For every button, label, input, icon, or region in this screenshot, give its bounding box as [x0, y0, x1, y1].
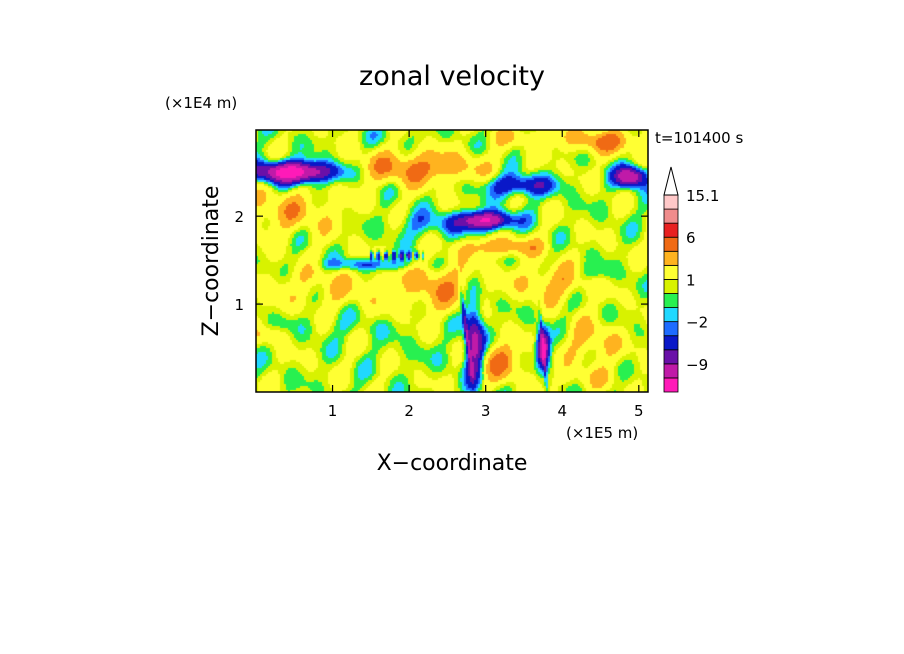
contour-field [256, 130, 648, 392]
colorbar-swatch [663, 293, 679, 308]
y-tick-label: 1 [234, 296, 244, 314]
x-unit-label: (×1E5 m) [566, 424, 638, 442]
colorbar-swatch [663, 307, 679, 323]
colorbar-swatch [663, 363, 679, 379]
colorbar-swatch [663, 250, 679, 266]
colorbar-label: 15.1 [686, 187, 719, 205]
colorbar-swatch [663, 279, 679, 294]
colorbar-swatch [663, 377, 679, 393]
colorbar-label: −2 [686, 314, 708, 332]
x-axis-ticks: 1 2 3 4 5 [328, 130, 644, 420]
y-axis-ticks: 12 [234, 208, 648, 314]
colorbar-swatch [663, 236, 679, 252]
colorbar-labels: 15.1 6 1 −2 −9 [686, 187, 719, 374]
chart-title: zonal velocity [359, 61, 545, 92]
x-tick-label: 2 [404, 402, 414, 420]
plot-area [255, 129, 649, 393]
plot-frame [255, 129, 649, 393]
y-tick-label: 2 [234, 208, 244, 226]
colorbar-swatch [663, 208, 679, 224]
x-tick-label: 3 [481, 402, 491, 420]
colorbar [663, 166, 679, 393]
colorbar-swatch [663, 349, 679, 365]
x-tick-label: 5 [634, 402, 644, 420]
colorbar-label: 1 [686, 271, 696, 289]
colorbar-swatch [663, 321, 679, 337]
x-tick-label: 4 [557, 402, 567, 420]
colorbar-swatch [663, 335, 679, 351]
x-axis-title: X−coordinate [377, 451, 528, 476]
y-axis-title: Z−coordinate [199, 186, 224, 337]
x-tick-label: 1 [328, 402, 338, 420]
colorbar-swatch [663, 264, 679, 280]
time-label: t=101400 s [655, 129, 743, 147]
colorbar-label: −9 [686, 356, 708, 374]
colorbar-swatch [663, 222, 679, 238]
y-unit-label: (×1E4 m) [165, 94, 237, 112]
colorbar-swatch [663, 194, 679, 210]
colorbar-extend-arrow [663, 166, 679, 196]
colorbar-label: 6 [686, 229, 696, 247]
